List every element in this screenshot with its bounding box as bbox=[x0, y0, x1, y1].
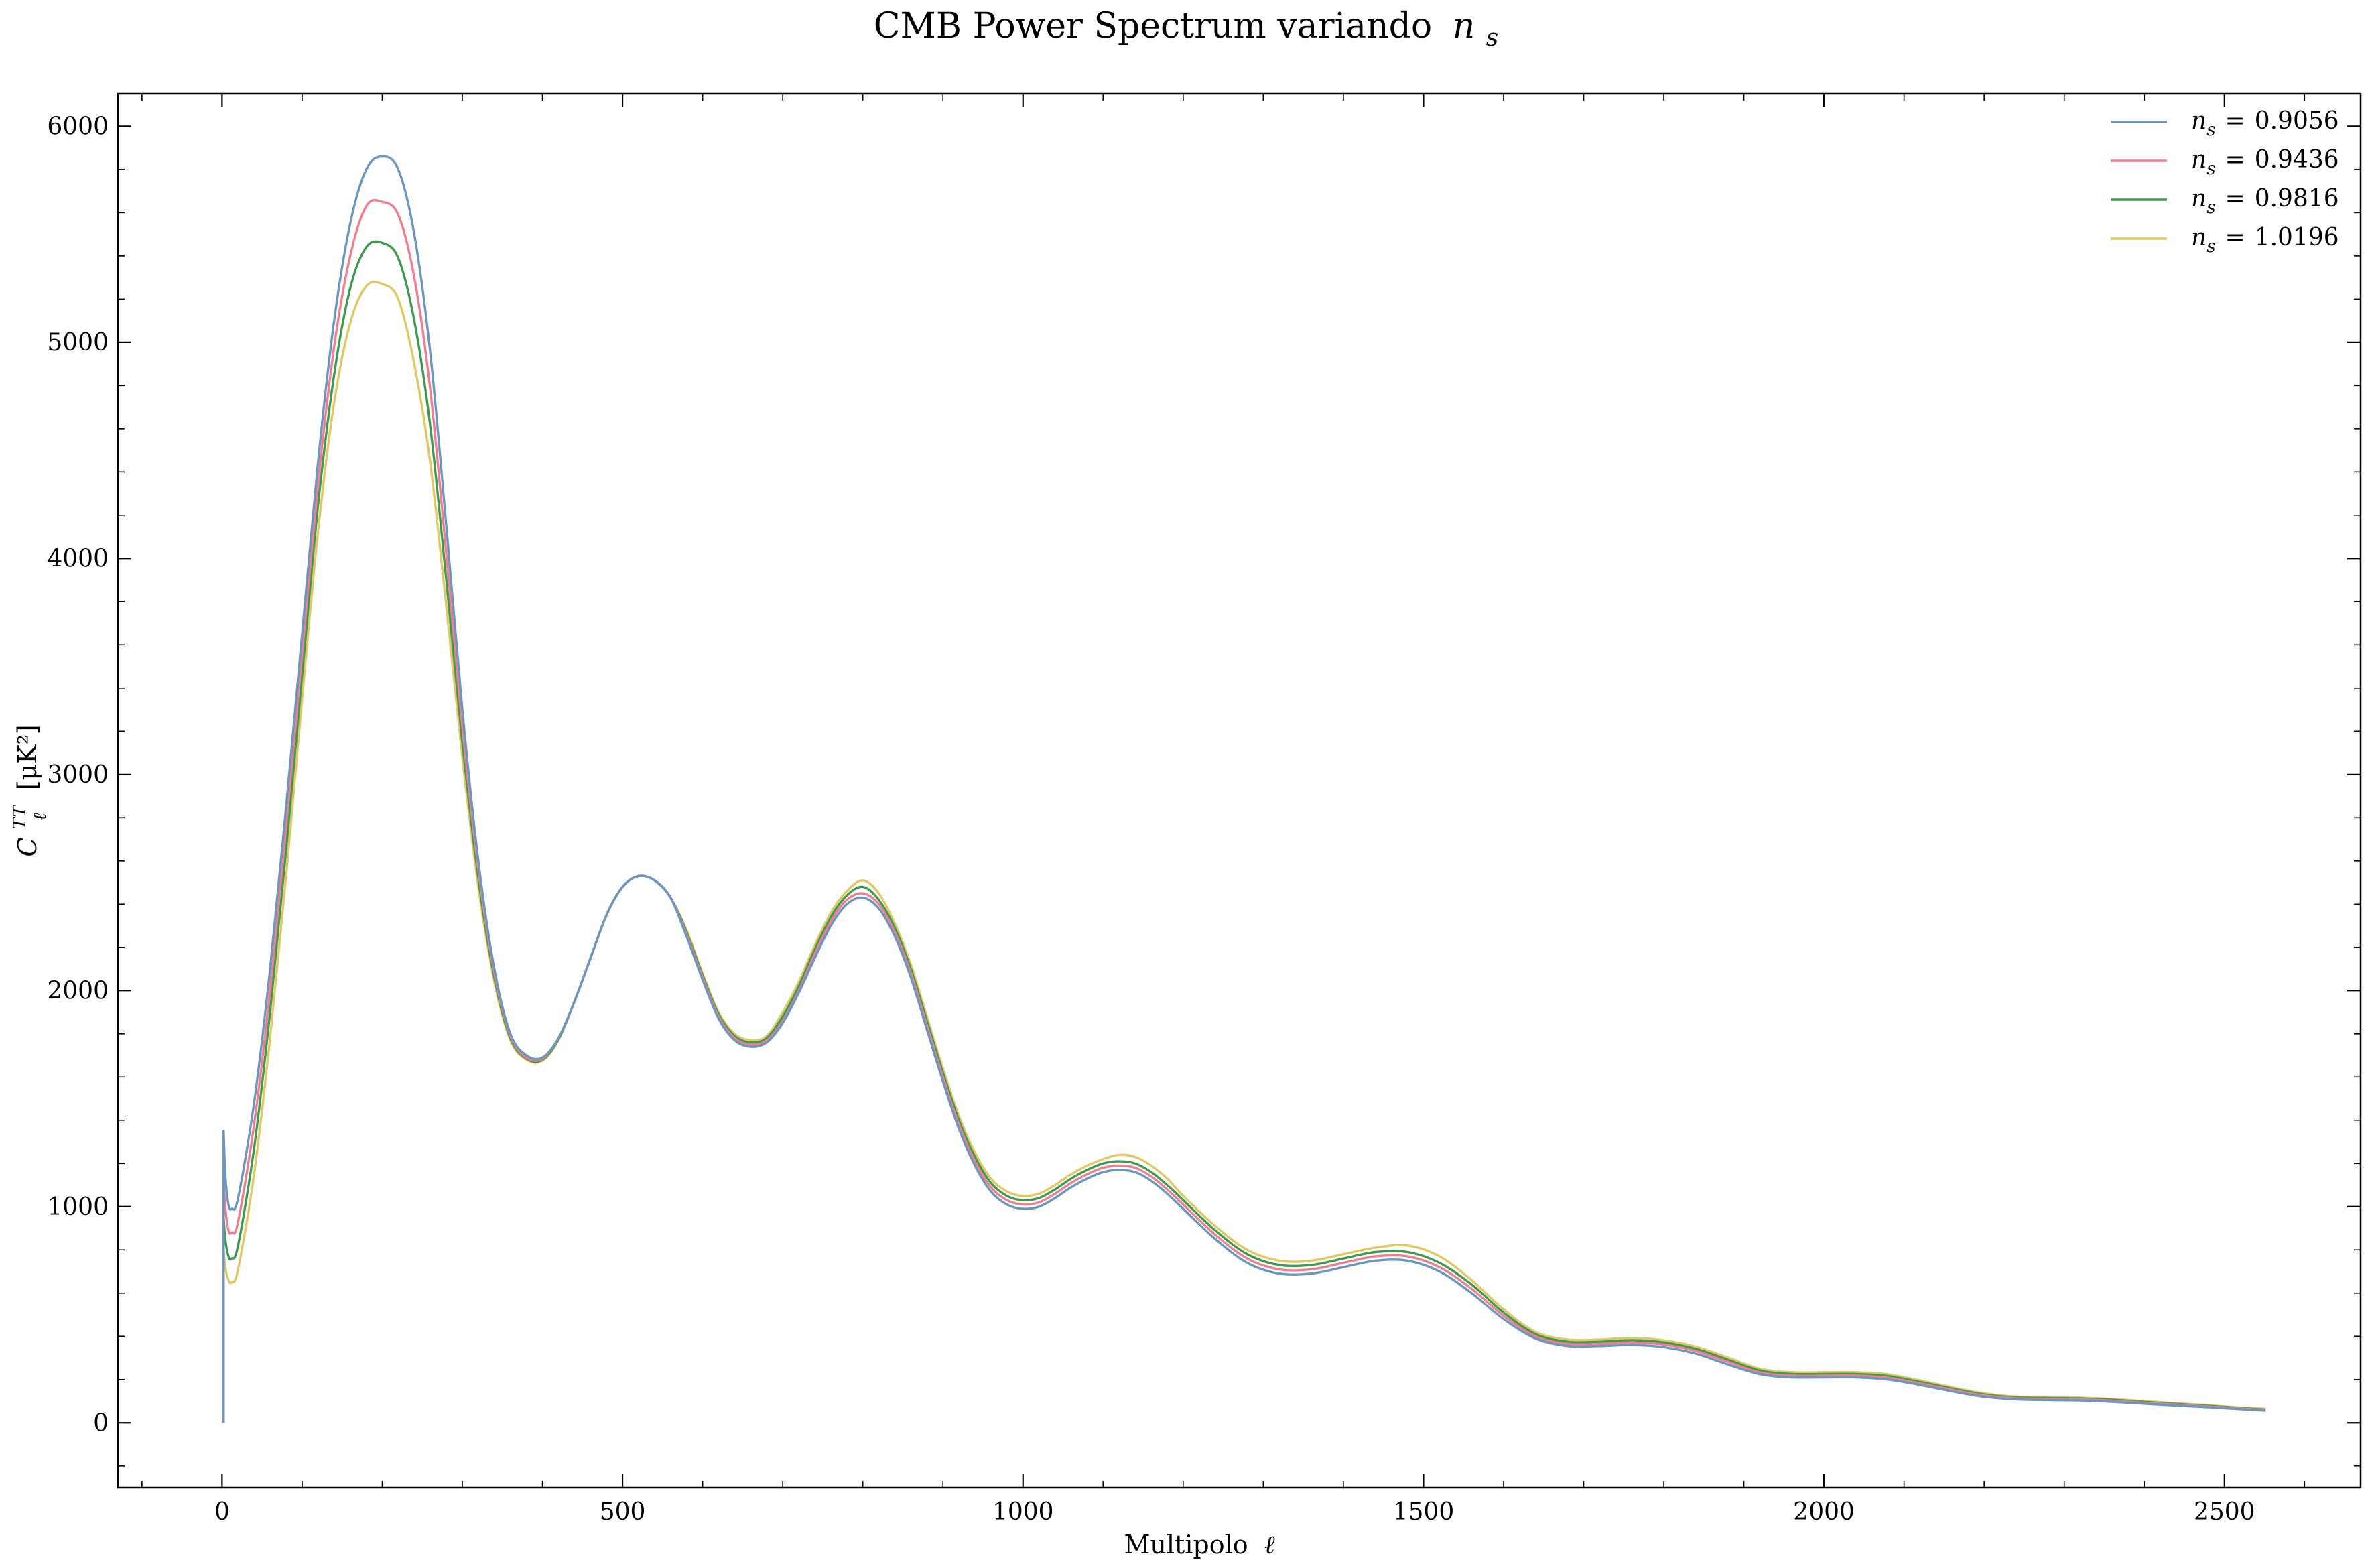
major-ticks bbox=[118, 94, 2361, 1488]
x-axis-label: Multipolo ℓ bbox=[1124, 1530, 1274, 1559]
x-tick-label: 1000 bbox=[992, 1498, 1054, 1526]
y-tick-label: 2000 bbox=[47, 977, 109, 1004]
chart-title: CMB Power Spectrum variando n s bbox=[874, 6, 1499, 52]
y-tick-labels: 0 1000 2000 3000 4000 5000 6000 bbox=[47, 113, 109, 1437]
y-axis-label-sup: TT bbox=[10, 805, 30, 830]
x-tick-labels: 0 500 1000 1500 2000 2500 bbox=[214, 1498, 2255, 1526]
y-axis-label-sub: ℓ bbox=[30, 813, 50, 820]
y-tick-label: 3000 bbox=[47, 761, 109, 789]
svg-text:C TT ℓ [μK²]: C TT ℓ [μK²] bbox=[2, 724, 52, 856]
minor-ticks bbox=[118, 94, 2361, 1488]
chart-title-text: CMB Power Spectrum variando bbox=[874, 6, 1432, 46]
x-axis-label-math: ℓ bbox=[1264, 1530, 1275, 1559]
y-tick-label: 6000 bbox=[47, 113, 109, 140]
y-tick-label: 0 bbox=[93, 1409, 109, 1437]
x-tick-label: 0 bbox=[214, 1498, 230, 1526]
x-axis-label-text: Multipolo bbox=[1124, 1530, 1248, 1559]
legend-entry-2: ns = 0.9816 bbox=[2191, 185, 2339, 218]
plot-frame bbox=[117, 92, 2362, 1489]
y-tick-label: 1000 bbox=[47, 1193, 109, 1221]
x-tick-label: 2000 bbox=[1793, 1498, 1855, 1526]
series-group bbox=[222, 155, 2266, 1423]
legend: ns = 0.9056 ns = 0.9436 ns = 0.9816 ns = 1.0196 bbox=[2111, 107, 2339, 257]
y-tick-label: 4000 bbox=[47, 545, 109, 572]
chart-title-math-sub: s bbox=[1486, 24, 1498, 52]
series-2-line bbox=[222, 240, 2266, 1411]
legend-entry-1: ns = 0.9436 bbox=[2191, 146, 2339, 179]
y-axis-label-unit: [μK²] bbox=[13, 724, 42, 790]
series-1-line bbox=[222, 198, 2266, 1411]
y-tick-label: 5000 bbox=[47, 329, 109, 356]
series-0-line bbox=[222, 155, 2266, 1412]
y-axis-label-main: C bbox=[13, 838, 42, 857]
legend-entry-0: ns = 0.9056 bbox=[2191, 107, 2339, 140]
series-3-line bbox=[222, 280, 2266, 1410]
x-tick-label: 2500 bbox=[2194, 1498, 2255, 1526]
chart-title-math: n bbox=[1453, 6, 1475, 46]
x-tick-label: 500 bbox=[600, 1498, 646, 1526]
y-axis-label: C TT ℓ [μK²] bbox=[2, 724, 52, 856]
legend-entry-3: ns = 1.0196 bbox=[2191, 224, 2339, 257]
x-tick-label: 1500 bbox=[1393, 1498, 1455, 1526]
